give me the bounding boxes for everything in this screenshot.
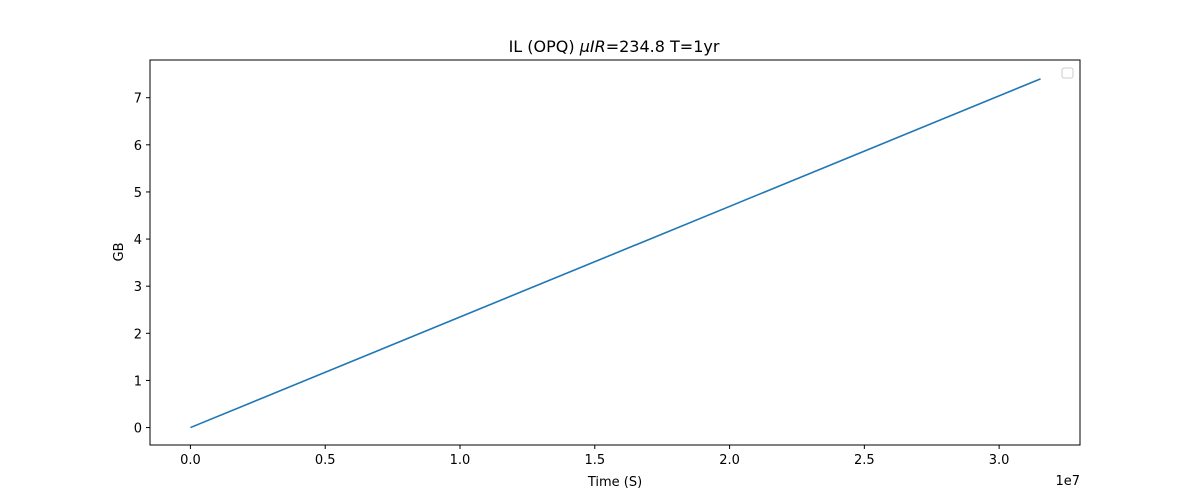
series-layer [190,78,1041,429]
y-tick-label: 2 [134,327,142,342]
x-axis-label: Time (S) [587,475,642,490]
y-axis-ticks: 0 1 2 3 4 5 6 7 [134,92,150,437]
chart-title-mu: μIR [579,37,606,56]
x-tick-label: 1.0 [450,453,471,468]
y-tick-label: 0 [134,422,142,437]
x-tick-label: 1.5 [584,453,605,468]
y-tick-label: 4 [134,233,142,248]
x-tick-label: 2.5 [854,453,875,468]
y-axis-label: GB [112,243,127,262]
y-tick-label: 6 [134,139,142,154]
legend-box [1061,67,1074,79]
y-tick-label: 5 [134,186,142,201]
y-tick-label: 3 [134,280,142,295]
y-tick-label: 7 [134,92,142,107]
series-line [190,78,1041,429]
plot-area-frame [149,59,1081,446]
x-axis-offset-text: 1e7 [1055,474,1080,489]
chart-title-suffix: =234.8 T=1yr [606,37,720,56]
x-tick-label: 3.0 [989,453,1010,468]
x-tick-label: 0.5 [315,453,336,468]
x-axis-ticks: 0.0 0.5 1.0 1.5 2.0 2.5 3.0 [180,445,1009,468]
x-tick-label: 2.0 [719,453,740,468]
chart-title: IL (OPQ) μIR=234.8 T=1yr [509,37,720,56]
y-tick-label: 1 [134,374,142,389]
x-tick-label: 0.0 [180,453,201,468]
chart-title-prefix: IL (OPQ) [509,37,580,56]
